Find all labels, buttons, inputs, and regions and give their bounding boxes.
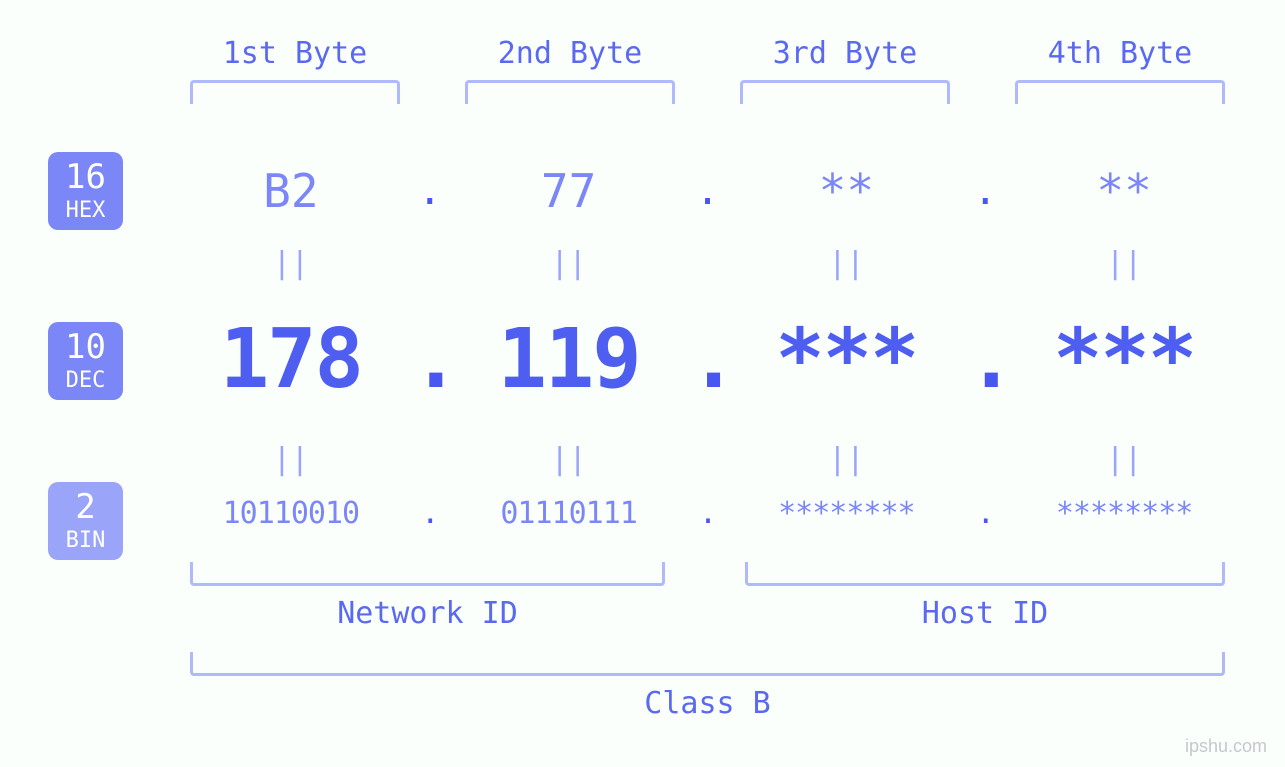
byte-header-1: 1st Byte [190,36,400,71]
eq1-3: || [726,246,968,281]
eq2-2: || [448,442,690,477]
dec-byte-1: 178 [170,312,412,407]
eq1-1: || [170,246,412,281]
eq2-4: || [1003,442,1245,477]
bracket-byte-1 [190,80,400,104]
row-dec: 178 . 119 . *** . *** [170,312,1245,407]
bracket-host-id [745,562,1225,586]
hex-sep-1: . [412,168,448,214]
bin-sep-3: . [967,496,1003,531]
label-host-id: Host ID [745,596,1225,631]
bin-sep-2: . [690,496,726,531]
bracket-network-id [190,562,665,586]
dec-sep-1: . [412,313,448,406]
byte-brackets [190,80,1225,104]
byte-header-3: 3rd Byte [740,36,950,71]
bracket-class [190,652,1225,676]
dec-sep-2: . [690,313,726,406]
bin-byte-2: 01110111 [448,496,690,531]
hex-byte-4: ** [1003,164,1245,218]
label-class: Class B [190,686,1225,721]
eq1-2: || [448,246,690,281]
bracket-byte-4 [1015,80,1225,104]
badge-hex: 16 HEX [48,152,123,230]
bracket-byte-3 [740,80,950,104]
badge-bin: 2 BIN [48,482,123,560]
equals-row-2: || || || || [170,442,1245,477]
row-bin: 10110010 . 01110111 . ******** . *******… [170,496,1245,531]
badge-hex-base: 16 [65,159,106,196]
hex-byte-3: ** [726,164,968,218]
badge-bin-base: 2 [75,489,95,526]
bracket-byte-2 [465,80,675,104]
badge-dec-label: DEC [66,369,106,393]
dec-byte-3: *** [726,312,968,407]
label-network-id: Network ID [190,596,665,631]
eq2-3: || [726,442,968,477]
hex-sep-2: . [690,168,726,214]
bin-byte-4: ******** [1003,496,1245,531]
byte-header-2: 2nd Byte [465,36,675,71]
equals-row-1: || || || || [170,246,1245,281]
dec-byte-2: 119 [448,312,690,407]
byte-header-4: 4th Byte [1015,36,1225,71]
badge-dec: 10 DEC [48,322,123,400]
bin-byte-1: 10110010 [170,496,412,531]
badge-dec-base: 10 [65,329,106,366]
dec-byte-4: *** [1003,312,1245,407]
hex-byte-2: 77 [448,164,690,218]
eq1-4: || [1003,246,1245,281]
byte-headers: 1st Byte 2nd Byte 3rd Byte 4th Byte [190,36,1225,71]
bin-byte-3: ******** [726,496,968,531]
badge-bin-label: BIN [66,529,106,553]
hex-sep-3: . [967,168,1003,214]
row-hex: B2 . 77 . ** . ** [170,164,1245,218]
hex-byte-1: B2 [170,164,412,218]
eq2-1: || [170,442,412,477]
dec-sep-3: . [967,313,1003,406]
bin-sep-1: . [412,496,448,531]
watermark: ipshu.com [1185,736,1267,757]
badge-hex-label: HEX [66,199,106,223]
